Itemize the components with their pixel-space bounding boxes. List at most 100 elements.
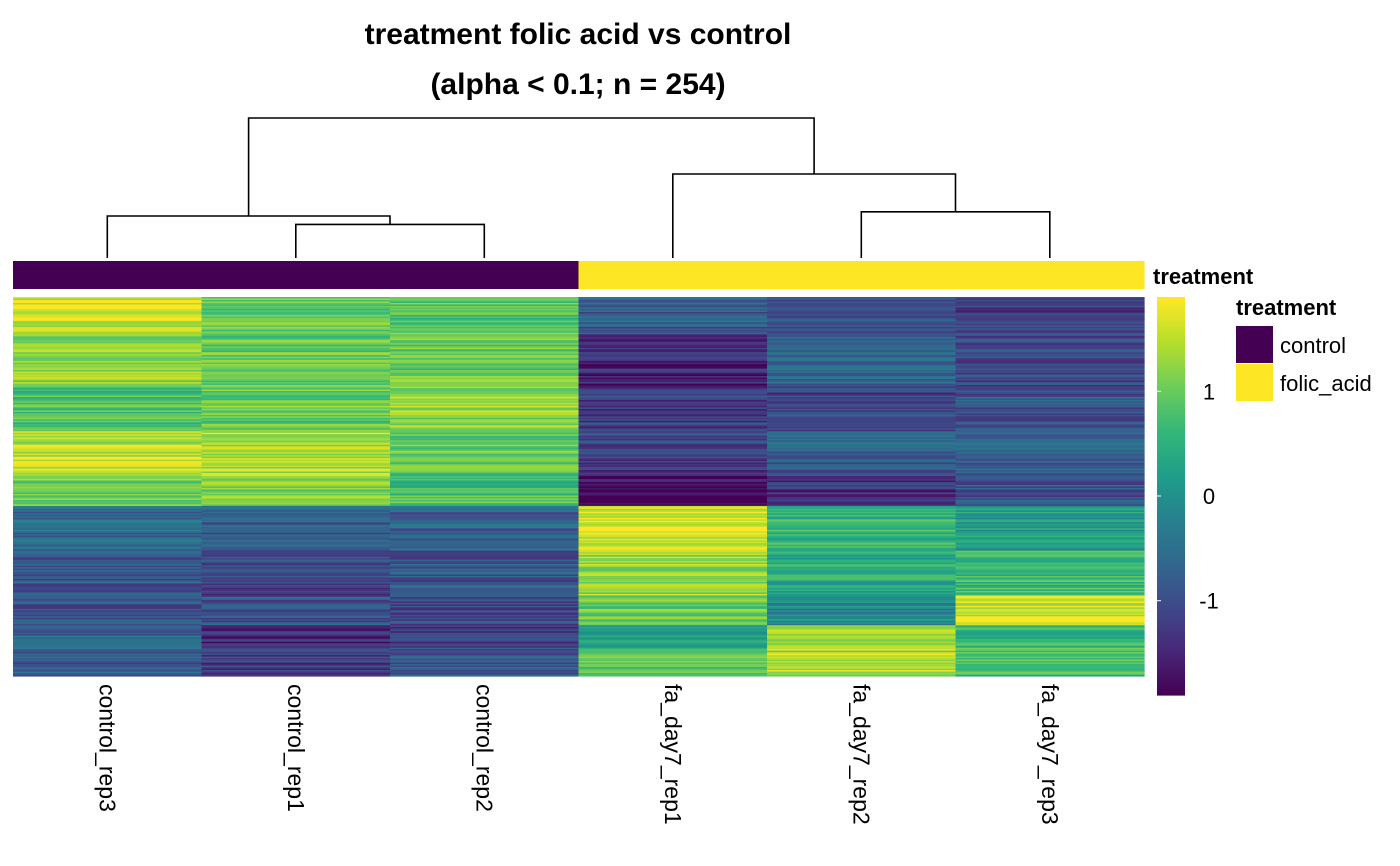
heatmap-cell <box>201 449 391 452</box>
heatmap-cell <box>955 590 1145 594</box>
heatmap-cell <box>390 420 580 423</box>
heatmap-cell <box>955 362 1145 365</box>
heatmap-cell <box>390 520 580 523</box>
heatmap-cell <box>13 523 203 526</box>
heatmap-cell <box>390 373 580 376</box>
heatmap-cell <box>955 297 1145 300</box>
chart-title-line1: treatment folic acid vs control <box>365 18 792 51</box>
heatmap-cell <box>201 574 391 577</box>
heatmap-cell <box>767 317 957 320</box>
heatmap-cell <box>578 441 768 444</box>
colorbar-segment <box>1157 529 1185 534</box>
heatmap-cell <box>390 599 580 602</box>
heatmap-cell <box>13 646 203 649</box>
heatmap-cell <box>578 561 768 564</box>
heatmap-cell <box>578 529 768 532</box>
heatmap-cell <box>767 665 957 668</box>
heatmap-cell <box>13 553 203 556</box>
heatmap-cell <box>13 623 203 626</box>
heatmap-cell <box>201 583 391 586</box>
heatmap-cell <box>201 404 391 407</box>
heatmap-cell <box>390 584 580 588</box>
heatmap-cell <box>955 413 1145 416</box>
heatmap-cell <box>578 382 768 385</box>
heatmap-cell <box>955 656 1145 659</box>
heatmap-cell <box>13 346 203 349</box>
heatmap-cell <box>13 540 203 543</box>
heatmap-cell <box>767 304 957 307</box>
heatmap-cell <box>578 334 768 337</box>
heatmap-cell <box>201 316 391 319</box>
colorbar-segment <box>1157 297 1185 301</box>
heatmap-cell <box>390 479 580 482</box>
heatmap-cell <box>767 335 957 338</box>
heatmap-cell <box>201 649 391 652</box>
heatmap-cell <box>13 568 203 571</box>
heatmap-cell <box>578 437 768 440</box>
heatmap-cell <box>201 501 391 504</box>
heatmap-cell <box>955 501 1145 504</box>
heatmap-cell <box>955 382 1145 385</box>
heatmap-cell <box>955 492 1145 495</box>
heatmap-cell <box>201 359 391 362</box>
heatmap-cell <box>767 579 957 582</box>
heatmap-cell <box>955 535 1145 538</box>
colorbar-segment <box>1157 552 1185 557</box>
heatmap-cell <box>201 655 391 658</box>
heatmap-cell <box>13 314 203 317</box>
heatmap-cell <box>955 483 1145 486</box>
heatmap-cell <box>13 308 203 312</box>
heatmap-cell <box>390 298 580 301</box>
heatmap-cell <box>767 297 957 300</box>
heatmap-cell <box>955 599 1145 602</box>
heatmap-cell <box>578 434 768 437</box>
heatmap-cell <box>201 535 391 538</box>
heatmap-cell <box>13 658 203 661</box>
colorbar-segment <box>1157 655 1185 660</box>
heatmap-cell <box>955 449 1145 452</box>
heatmap-cell <box>955 299 1145 303</box>
heatmap-cell <box>578 573 768 576</box>
heatmap-cell <box>201 505 391 508</box>
heatmap-cell <box>955 479 1145 482</box>
colorbar-segment <box>1157 515 1185 520</box>
heatmap-cell <box>578 341 768 344</box>
heatmap-cell <box>767 313 957 316</box>
heatmap-cell <box>578 364 768 367</box>
heatmap-cell <box>767 349 957 352</box>
heatmap-cell <box>390 413 580 416</box>
heatmap-cell <box>201 561 391 564</box>
heatmap-cell <box>201 584 391 588</box>
heatmap-cell <box>578 380 768 383</box>
heatmap-cell <box>578 664 768 667</box>
heatmap-cell <box>201 674 391 677</box>
heatmap-cell <box>767 302 957 306</box>
heatmap-cell <box>390 332 580 335</box>
colorbar-segment <box>1157 651 1185 656</box>
heatmap-cell <box>13 317 203 320</box>
heatmap-cell <box>578 493 768 497</box>
heatmap-cell <box>578 655 768 658</box>
heatmap-cell <box>201 604 391 607</box>
heatmap-cell <box>13 401 203 404</box>
heatmap-cell <box>955 434 1145 437</box>
heatmap-cell <box>767 462 957 465</box>
heatmap-cell <box>390 434 580 437</box>
heatmap-cell <box>578 395 768 398</box>
heatmap-cell <box>390 316 580 319</box>
heatmap-cell <box>767 487 957 491</box>
heatmap-cell <box>390 667 580 670</box>
heatmap-cell <box>955 461 1145 464</box>
heatmap-cell <box>13 383 203 386</box>
heatmap-cell <box>13 487 203 491</box>
heatmap-cell <box>955 416 1145 419</box>
heatmap-cell <box>201 386 391 389</box>
heatmap-cell <box>13 504 203 507</box>
heatmap-cell <box>390 326 580 329</box>
heatmap-cell <box>578 628 768 631</box>
heatmap-cell <box>201 298 391 301</box>
annotation-cell <box>390 261 580 289</box>
heatmap-cell <box>201 661 391 664</box>
heatmap-cell <box>955 664 1145 667</box>
heatmap-cell <box>767 377 957 380</box>
